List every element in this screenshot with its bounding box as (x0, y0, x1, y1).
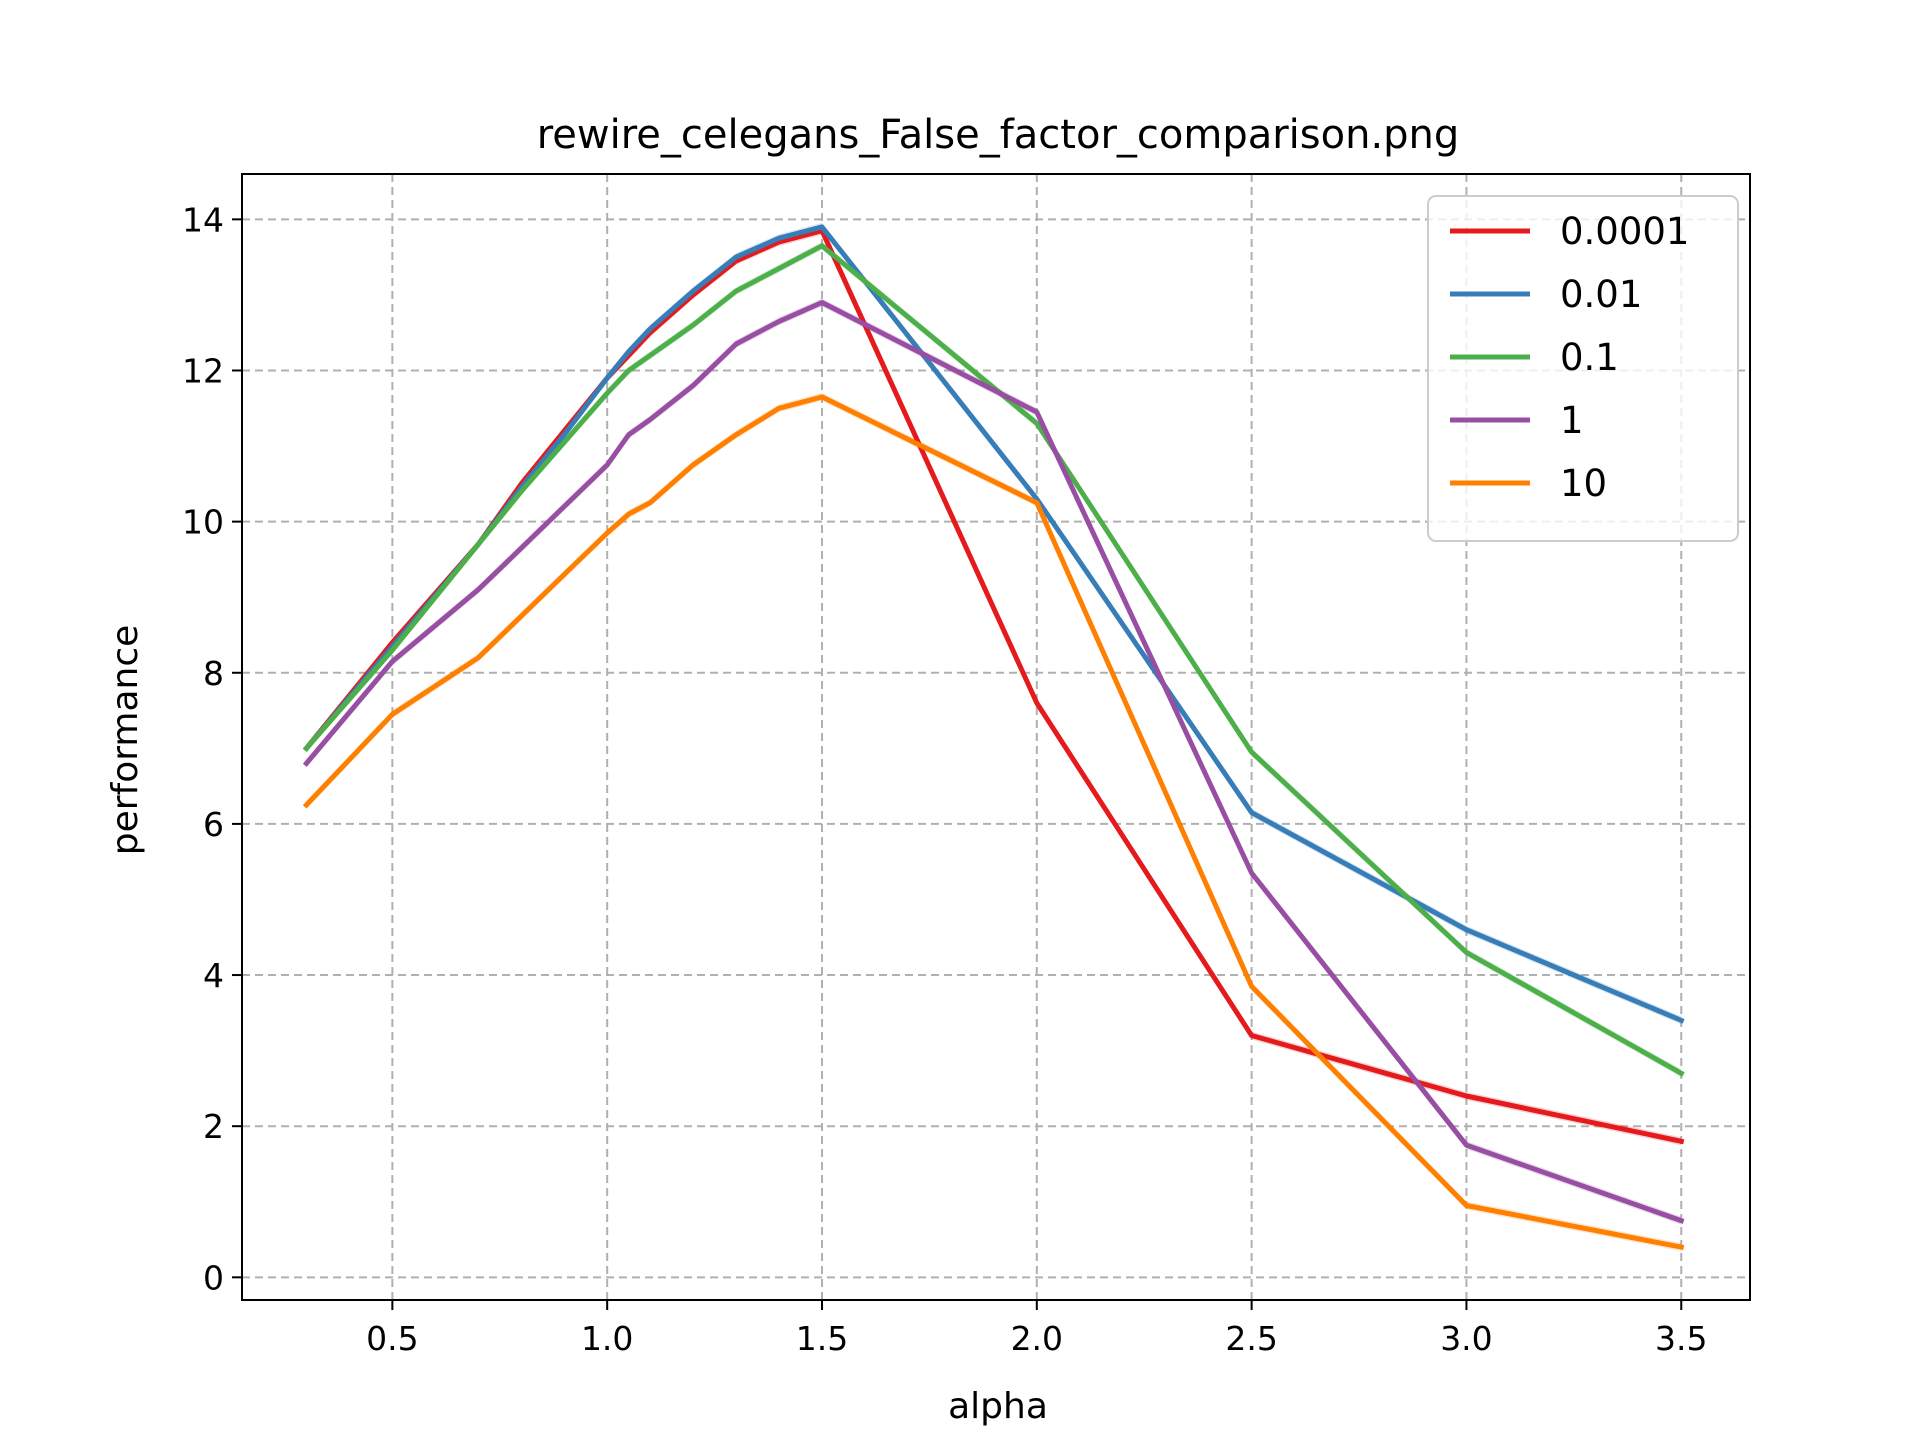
y-tick-label: 14 (182, 200, 224, 239)
legend-label: 10 (1560, 462, 1607, 505)
plot-area (241, 173, 1751, 1301)
series-lines (302, 224, 1685, 1251)
legend-label: 0.0001 (1560, 210, 1689, 253)
x-tick-label: 3.0 (1440, 1319, 1492, 1358)
x-tick-label: 1.0 (581, 1319, 633, 1358)
y-tick-label: 8 (203, 654, 224, 693)
plot-frame (241, 173, 1751, 1301)
series-line-10 (302, 394, 1685, 1251)
chart-title: rewire_celegans_False_factor_comparison.… (537, 112, 1460, 158)
y-tick-label: 4 (203, 956, 224, 995)
x-axis: 0.5 1.0 1.5 2.0 2.5 3.0 3.5 (366, 1300, 1708, 1358)
y-axis-label: performance (105, 625, 146, 856)
x-tick-label: 0.5 (366, 1319, 418, 1358)
x-tick-label: 3.5 (1655, 1319, 1707, 1358)
y-tick-label: 6 (203, 805, 224, 844)
series-line-1 (302, 300, 1685, 1224)
x-tick-label: 1.5 (796, 1319, 848, 1358)
y-tick-label: 10 (182, 503, 224, 542)
legend-label: 1 (1560, 399, 1584, 442)
y-axis: 0 2 4 6 8 10 12 14 (182, 200, 242, 1297)
legend-label: 0.1 (1560, 336, 1619, 379)
y-tick-label: 12 (182, 351, 224, 390)
legend-label: 0.01 (1560, 273, 1642, 316)
series-line-0-1 (302, 243, 1685, 1077)
x-tick-label: 2.5 (1225, 1319, 1277, 1358)
legend-box (1427, 195, 1739, 542)
y-tick-label: 2 (203, 1107, 224, 1146)
x-tick-label: 2.0 (1011, 1319, 1063, 1358)
x-axis-label: alpha (948, 1386, 1048, 1427)
y-tick-label: 0 (203, 1258, 224, 1297)
legend: 0.0001 0.01 0.1 1 10 (1427, 195, 1739, 542)
